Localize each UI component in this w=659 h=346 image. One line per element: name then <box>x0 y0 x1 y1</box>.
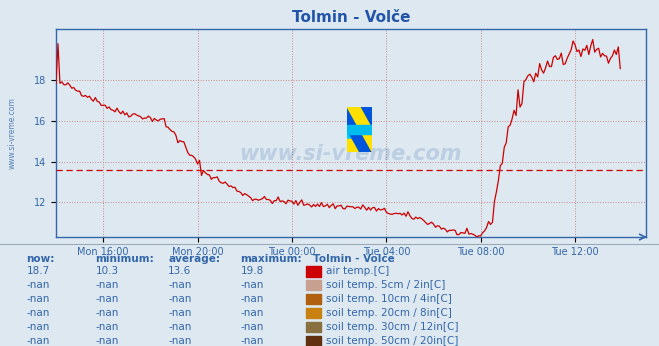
Text: -nan: -nan <box>241 294 264 304</box>
Text: -nan: -nan <box>26 308 49 318</box>
Text: -nan: -nan <box>241 336 264 346</box>
Text: -nan: -nan <box>96 280 119 290</box>
Text: soil temp. 50cm / 20in[C]: soil temp. 50cm / 20in[C] <box>326 336 459 346</box>
Text: -nan: -nan <box>241 322 264 332</box>
Title: Tolmin - Volče: Tolmin - Volče <box>292 10 410 26</box>
Text: -nan: -nan <box>168 308 191 318</box>
Text: maximum:: maximum: <box>241 254 302 264</box>
Bar <box>347 107 360 152</box>
Text: -nan: -nan <box>168 280 191 290</box>
Text: -nan: -nan <box>241 280 264 290</box>
Polygon shape <box>347 125 372 134</box>
Text: 18.7: 18.7 <box>26 266 49 276</box>
Polygon shape <box>347 107 372 152</box>
Text: soil temp. 20cm / 8in[C]: soil temp. 20cm / 8in[C] <box>326 308 452 318</box>
FancyBboxPatch shape <box>306 266 321 276</box>
Text: -nan: -nan <box>168 336 191 346</box>
Text: -nan: -nan <box>26 294 49 304</box>
Text: Tolmin - Volče: Tolmin - Volče <box>313 254 395 264</box>
Text: -nan: -nan <box>26 322 49 332</box>
Text: -nan: -nan <box>96 308 119 318</box>
Text: -nan: -nan <box>26 280 49 290</box>
Text: soil temp. 30cm / 12in[C]: soil temp. 30cm / 12in[C] <box>326 322 459 332</box>
Text: air temp.[C]: air temp.[C] <box>326 266 389 276</box>
Text: average:: average: <box>168 254 220 264</box>
FancyBboxPatch shape <box>306 294 321 304</box>
Text: -nan: -nan <box>241 308 264 318</box>
FancyBboxPatch shape <box>306 308 321 318</box>
Text: -nan: -nan <box>96 336 119 346</box>
Text: -nan: -nan <box>96 294 119 304</box>
Text: 13.6: 13.6 <box>168 266 191 276</box>
FancyBboxPatch shape <box>306 280 321 291</box>
Polygon shape <box>347 107 372 152</box>
Text: -nan: -nan <box>168 294 191 304</box>
Text: 19.8: 19.8 <box>241 266 264 276</box>
FancyBboxPatch shape <box>306 336 321 346</box>
Text: www.si-vreme.com: www.si-vreme.com <box>240 144 462 164</box>
Polygon shape <box>347 107 372 152</box>
Text: -nan: -nan <box>96 322 119 332</box>
Text: -nan: -nan <box>26 336 49 346</box>
Text: now:: now: <box>26 254 55 264</box>
Text: soil temp. 5cm / 2in[C]: soil temp. 5cm / 2in[C] <box>326 280 445 290</box>
FancyBboxPatch shape <box>306 322 321 332</box>
Text: 10.3: 10.3 <box>96 266 119 276</box>
Text: www.si-vreme.com: www.si-vreme.com <box>7 97 16 169</box>
Bar <box>360 107 372 152</box>
Text: -nan: -nan <box>168 322 191 332</box>
Text: minimum:: minimum: <box>96 254 154 264</box>
Text: soil temp. 10cm / 4in[C]: soil temp. 10cm / 4in[C] <box>326 294 452 304</box>
